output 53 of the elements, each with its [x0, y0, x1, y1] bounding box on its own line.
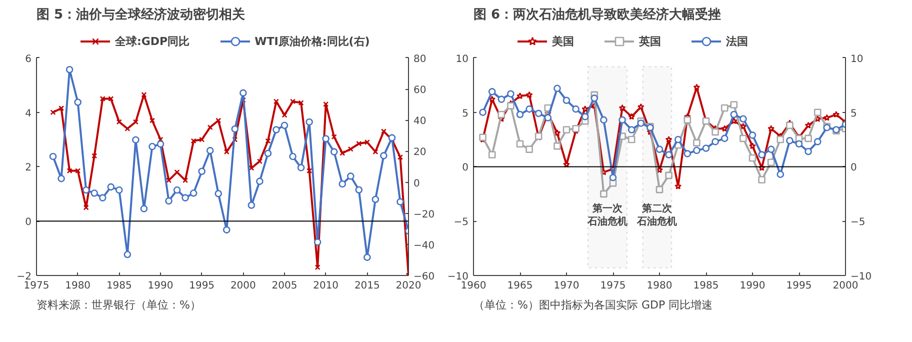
x-tick-label: 2020 — [396, 280, 422, 292]
chart-title: 图 5：油价与全球经济波动密切相关 — [36, 6, 246, 22]
band-label: 第一次石油危机 — [586, 202, 628, 228]
y-tick-label: −10 — [447, 272, 469, 282]
legend-label: WTI原油价格:同比(右) — [254, 34, 370, 48]
y-tick-label: −2 — [16, 272, 32, 282]
y2-tick-label: 20 — [414, 147, 426, 158]
y2-tick-label: 40 — [414, 116, 426, 128]
x-tick-label: 1975 — [600, 280, 626, 292]
legend-label: 法国 — [726, 34, 748, 48]
legend-label: 英国 — [639, 34, 661, 48]
y2-tick-label: 60 — [414, 85, 426, 96]
y2-tick-label: −5 — [850, 217, 866, 228]
y-tick-label: −5 — [454, 217, 469, 228]
x-tick-label: 1990 — [148, 280, 174, 292]
y2-tick-label: 80 — [414, 54, 426, 65]
y2-tick-label: 0 — [850, 162, 857, 174]
y2-tick-label: 5 — [850, 108, 857, 120]
x-tick-label: 1980 — [65, 280, 91, 292]
y2-tick-label: −60 — [414, 272, 435, 282]
x-tick-label: 1980 — [646, 280, 672, 292]
y2-tick-label: 0 — [414, 178, 420, 190]
y-tick-label: 0 — [462, 162, 469, 174]
y2-tick-label: −40 — [414, 240, 435, 252]
y2-tick-label: −10 — [850, 272, 872, 282]
y-tick-label: 0 — [25, 217, 32, 228]
x-tick-label: 1975 — [24, 280, 50, 292]
y-tick-label: 10 — [456, 54, 469, 65]
legend-label: 美国 — [552, 34, 574, 48]
y2-tick-label: −20 — [414, 209, 435, 220]
x-tick-label: 1960 — [460, 280, 486, 292]
x-tick-label: 1965 — [507, 280, 533, 292]
y2-tick-label: 10 — [850, 54, 864, 65]
y-tick-label: 4 — [25, 108, 32, 120]
x-tick-label: 1970 — [554, 280, 580, 292]
x-tick-label: 1990 — [740, 280, 766, 292]
x-tick-label: 2010 — [313, 280, 339, 292]
y-tick-label: 5 — [462, 108, 469, 120]
y-tick-label: 2 — [25, 162, 32, 174]
x-tick-label: 1995 — [786, 280, 812, 292]
x-tick-label: 2000 — [832, 280, 858, 292]
band-label: 第二次石油危机 — [636, 202, 678, 228]
text: （单位：%）图中指标为各国实际 GDP 同比增速 — [474, 298, 713, 312]
text: 资料来源：世界银行（单位：%） — [36, 298, 201, 312]
x-tick-label: 1995 — [189, 280, 215, 292]
x-tick-label: 1985 — [693, 280, 719, 292]
legend-label: 全球:GDP同比 — [115, 34, 190, 48]
y-tick-label: 6 — [25, 54, 32, 65]
x-tick-label: 2015 — [354, 280, 380, 292]
x-tick-label: 1985 — [106, 280, 132, 292]
x-tick-label: 2005 — [272, 280, 298, 292]
x-tick-label: 2000 — [230, 280, 256, 292]
chart-title: 图 6：两次石油危机导致欧美经济大幅受挫 — [474, 6, 722, 22]
